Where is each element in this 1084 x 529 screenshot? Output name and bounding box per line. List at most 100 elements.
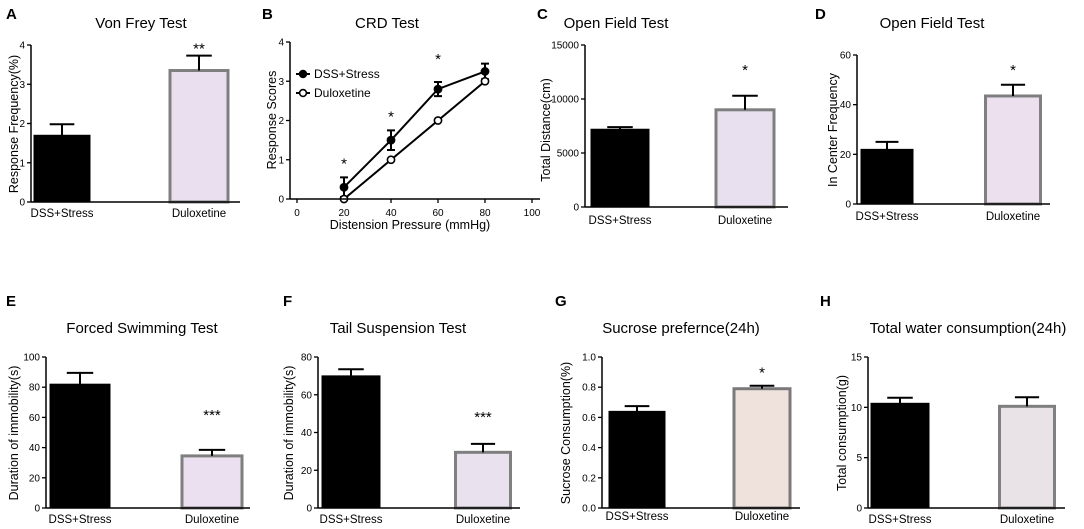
error-bar-C-duloxetine: [732, 94, 758, 110]
x-tick-label-B-5: 100: [524, 208, 541, 219]
y-tick-label-F-0: 0: [306, 504, 312, 515]
significance-label-G-duloxetine: *: [759, 365, 765, 382]
y-tick-label-E-2: 40: [29, 443, 41, 454]
significance-label-E-duloxetine: ***: [203, 407, 221, 424]
data-point-B-dss-stress-60: [433, 84, 443, 94]
chart-title-E: Forced Swimming Test: [66, 320, 218, 337]
y-tick-label-E-5: 100: [23, 353, 40, 364]
y-tick-label-C-0: 0: [573, 203, 579, 214]
error-bar-D-dss-stress: [875, 140, 899, 150]
error-bar-E-duloxetine: [198, 448, 226, 456]
y-tick-label-D-1: 20: [840, 150, 852, 161]
panel-E: E Forced Swimming Test Duration of immobil…: [6, 293, 250, 526]
error-bar-C-dss-stress: [607, 126, 633, 130]
y-tick-label-H-0: 0: [856, 504, 862, 515]
bar-F-dss-stress: [321, 375, 381, 509]
chart-title-A: Von Frey Test: [95, 15, 187, 32]
error-bar-F-duloxetine: [470, 442, 496, 453]
y-tick-label-D-0: 0: [845, 200, 851, 211]
bar-C-duloxetine: [714, 108, 776, 209]
bar-H-duloxetine: [998, 404, 1056, 510]
y-tick-label-B-1: 1: [278, 155, 284, 166]
chart-title-D: Open Field Test: [880, 15, 986, 32]
bar-H-dss-stress: [870, 402, 930, 509]
y-tick-label-G-3: 0.6: [582, 413, 596, 424]
y-tick-label-H-1: 5: [856, 453, 862, 464]
y-tick-label-A-0: 0: [19, 198, 25, 209]
data-point-B-duloxetine-60: [433, 116, 443, 125]
x-tick-label-B-3: 60: [432, 208, 444, 219]
panel-letter-C: C: [537, 6, 548, 23]
legend-marker-B-dss-stress: [298, 69, 308, 79]
bar-G-duloxetine: [732, 387, 792, 510]
legend-label-B-dss-stress: DSS+Stress: [314, 67, 380, 81]
x-category-label-G-duloxetine: Duloxetine: [735, 511, 789, 523]
x-category-label-E-duloxetine: Duloxetine: [185, 514, 239, 526]
panel-D: D Open Field Test In Center Frequency DSS+S…: [815, 6, 1050, 223]
legend-label-B-duloxetine: Duloxetine: [314, 86, 371, 100]
y-tick-label-B-0: 0: [278, 195, 284, 206]
bar-A-dss-stress: [33, 134, 91, 203]
panel-letter-E: E: [6, 293, 16, 310]
error-bar-F-dss-stress: [338, 368, 364, 376]
y-tick-label-B-3: 3: [278, 77, 284, 88]
y-tick-label-B-4: 4: [278, 38, 284, 49]
bar-C-dss-stress: [590, 128, 650, 208]
y-tick-label-F-2: 40: [301, 428, 313, 439]
y-axis-label-C: Total Distance(cm): [539, 78, 553, 182]
data-point-B-duloxetine-80: [480, 76, 490, 86]
y-tick-label-E-3: 60: [29, 413, 41, 424]
bar-D-duloxetine: [984, 94, 1042, 206]
panel-letter-G: G: [555, 293, 567, 310]
bar-A-duloxetine: [168, 69, 230, 204]
y-tick-label-C-1: 5000: [557, 149, 580, 160]
significance-label-C-duloxetine: *: [742, 62, 748, 79]
x-category-label-G-dss-stress: DSS+Stress: [606, 511, 669, 523]
panel-letter-H: H: [820, 293, 831, 310]
error-bar-A-dss-stress: [49, 123, 75, 136]
y-tick-label-F-1: 20: [301, 466, 313, 477]
series-line-B-duloxetine: [343, 80, 486, 200]
significance-label-B-60: *: [435, 51, 441, 68]
x-tick-label-B-0: 0: [294, 208, 300, 219]
bar-F-duloxetine: [454, 450, 512, 510]
error-bar-H-duloxetine: [1014, 396, 1040, 407]
x-category-label-F-dss-stress: DSS+Stress: [320, 514, 383, 526]
y-axis-label-F: Duration of immobility(s): [282, 366, 296, 501]
y-tick-label-D-3: 60: [840, 51, 852, 62]
x-category-label-A-dss-stress: DSS+Stress: [31, 208, 94, 220]
data-point-B-dss-stress-40: [386, 135, 396, 145]
panel-letter-F: F: [283, 293, 292, 310]
y-axis-label-A: Response Frequency(%): [7, 55, 21, 193]
bar-E-duloxetine: [180, 454, 244, 510]
panel-letter-B: B: [262, 6, 273, 23]
y-axis-label-B: Response Scores: [265, 71, 279, 170]
significance-label-A-duloxetine: **: [193, 41, 205, 58]
y-tick-label-B-2: 2: [278, 116, 284, 127]
chart-title-G: Sucrose prefernce(24h): [602, 320, 760, 337]
panel-A: A Von Frey Test Response Frequency(%) DSS+S…: [6, 6, 240, 220]
panel-letter-D: D: [815, 6, 826, 23]
y-tick-label-H-3: 15: [851, 353, 863, 364]
y-tick-label-A-4: 4: [19, 41, 25, 52]
x-category-label-F-duloxetine: Duloxetine: [456, 514, 510, 526]
error-bar-G-dss-stress: [624, 405, 650, 412]
chart-title-F: Tail Suspension Test: [330, 320, 467, 337]
bar-D-dss-stress: [860, 148, 914, 205]
x-axis-label-B: Distension Pressure (mmHg): [330, 218, 490, 232]
error-bar-A-duloxetine: [186, 54, 212, 71]
panel-C: C Open Field Test Total Distance(cm) DSS+St…: [537, 6, 788, 227]
panel-H: H Total water consumption(24h) Total consu…: [820, 293, 1066, 526]
significance-label-B-20: *: [341, 155, 347, 172]
chart-title-C: Open Field Test: [564, 15, 670, 32]
x-category-label-C-duloxetine: Duloxetine: [718, 215, 772, 227]
panel-letter-A: A: [6, 6, 17, 23]
error-bar-G-duloxetine: [749, 384, 775, 389]
significance-label-D-duloxetine: *: [1010, 62, 1016, 79]
y-tick-label-E-0: 0: [34, 504, 40, 515]
x-category-label-D-duloxetine: Duloxetine: [986, 211, 1040, 223]
x-category-label-A-duloxetine: Duloxetine: [172, 208, 226, 220]
legend-marker-B-duloxetine: [298, 88, 308, 98]
